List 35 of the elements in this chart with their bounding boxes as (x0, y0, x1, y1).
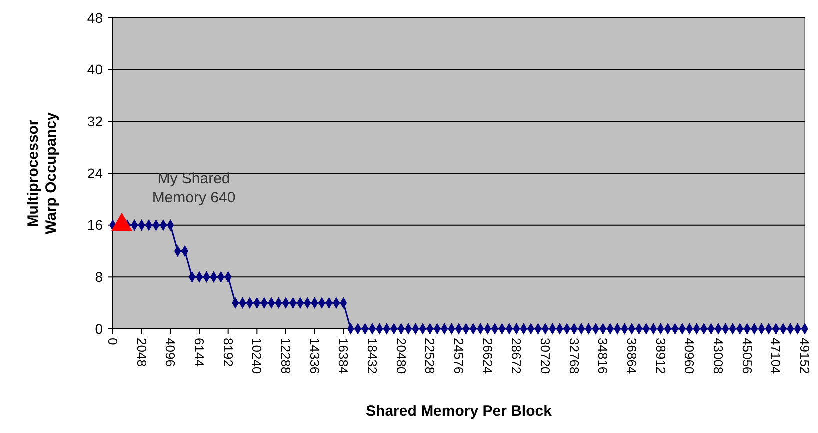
x-tick-label: 38912 (653, 338, 668, 374)
x-tick-label: 12288 (278, 338, 294, 374)
x-tick-label: 34816 (596, 338, 611, 374)
x-tick-label: 18432 (364, 338, 380, 374)
x-tick-label: 4096 (163, 338, 178, 367)
y-tick-label: 0 (95, 320, 104, 337)
x-tick-label: 30720 (538, 338, 553, 374)
x-tick-label: 24576 (451, 338, 466, 374)
x-tick-label: 16384 (336, 338, 352, 374)
x-tick-label: 28672 (509, 338, 524, 374)
x-tick-label: 32768 (566, 338, 582, 374)
x-tick-label: 26624 (480, 338, 496, 374)
x-tick-label: 10240 (250, 338, 265, 374)
x-tick-label: 6144 (192, 338, 207, 367)
y-tick-label: 16 (87, 217, 104, 234)
x-tick-label: 45056 (740, 338, 755, 374)
x-tick-label: 36864 (624, 338, 640, 374)
x-tick-label: 2048 (134, 338, 150, 367)
x-tick-label: 14336 (307, 338, 322, 374)
x-tick-label: 43008 (710, 338, 726, 374)
y-tick-label: 8 (95, 269, 104, 286)
y-axis-title: Multiprocessor Warp Occupancy (25, 112, 60, 234)
x-tick-label: 47104 (768, 338, 784, 374)
y-tick-label: 40 (87, 62, 104, 78)
annotation: My Shared Memory 640 (152, 170, 236, 206)
x-tick-label: 0 (105, 338, 120, 346)
x-tick-label: 49152 (797, 338, 812, 374)
y-tick-label: 24 (87, 165, 104, 182)
y-tick-label: 48 (87, 10, 104, 26)
x-tick-label: 22528 (422, 338, 438, 374)
x-axis-title: Shared Memory Per Block (366, 403, 553, 420)
x-tick-label: 40960 (682, 338, 698, 374)
y-tick-label: 32 (87, 114, 104, 130)
x-tick-label: 8192 (220, 338, 236, 367)
x-tick-label: 20480 (394, 338, 409, 374)
